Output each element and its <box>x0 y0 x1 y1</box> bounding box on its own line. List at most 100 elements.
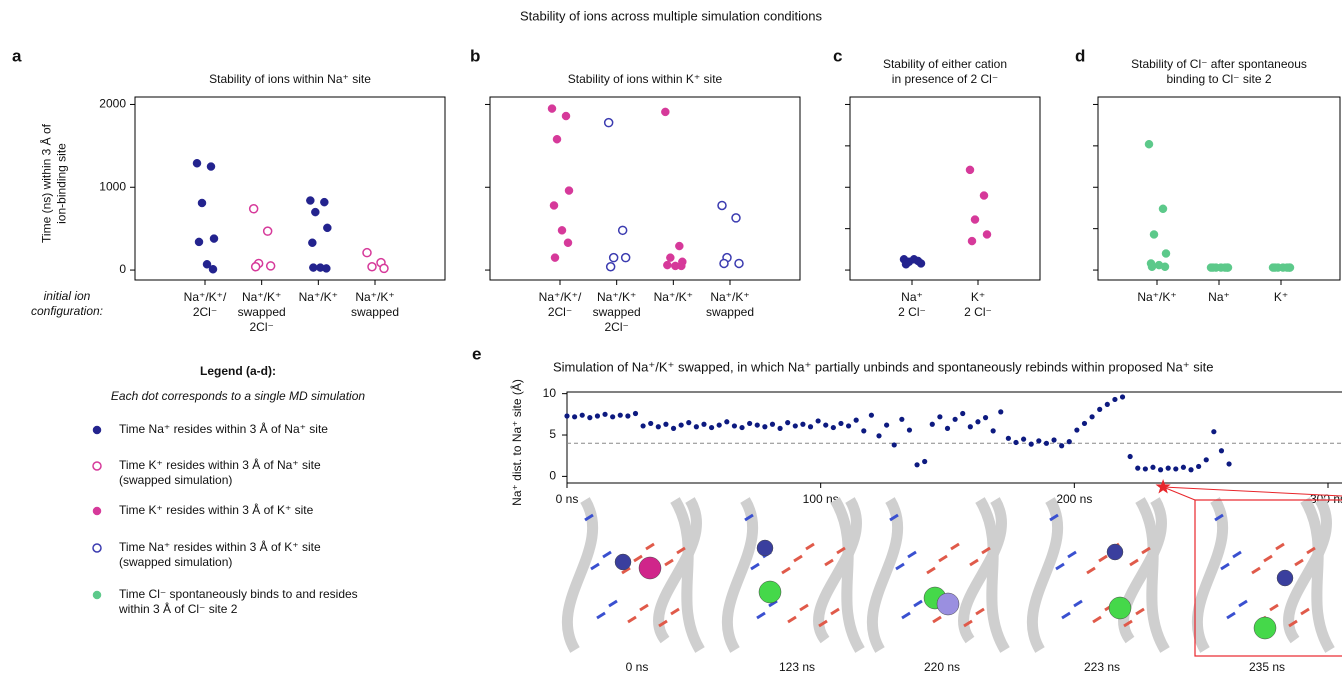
data-point <box>1270 263 1280 272</box>
side-chain <box>950 542 960 551</box>
side-chain <box>1288 619 1298 628</box>
data-point <box>262 226 273 236</box>
highlight-frame <box>1194 499 1342 657</box>
data-point <box>970 215 980 224</box>
data-point <box>608 252 619 263</box>
data-point <box>1036 438 1042 444</box>
x-tick-label: 200 ns <box>1056 492 1092 506</box>
plot-frame <box>489 96 801 281</box>
side-chain <box>1306 546 1316 555</box>
data-point <box>1149 230 1159 239</box>
legend-marker <box>92 425 102 435</box>
panel-letter: a <box>12 46 22 65</box>
panel-letter: b <box>470 46 480 65</box>
side-chain <box>799 603 809 612</box>
data-point <box>1066 439 1072 445</box>
snapshot-image <box>721 497 865 653</box>
snapshot-image <box>866 497 1010 653</box>
data-point <box>982 415 989 421</box>
data-point <box>194 237 204 247</box>
x-tick-label: Na⁺/K⁺ swapped <box>706 290 754 319</box>
ion <box>1276 569 1294 587</box>
data-point <box>861 428 867 434</box>
side-chain <box>895 562 905 571</box>
side-chain <box>836 546 846 555</box>
data-point <box>876 433 882 439</box>
legend-subtitle: Each dot corresponds to a single MD simu… <box>111 389 365 403</box>
data-point <box>967 236 977 246</box>
ion <box>1106 543 1124 561</box>
data-point <box>1081 420 1088 427</box>
data-point <box>1226 461 1232 467</box>
side-chain <box>1092 615 1102 624</box>
data-point <box>891 442 897 448</box>
data-point <box>899 416 905 422</box>
data-point <box>762 424 768 430</box>
data-point <box>693 424 699 430</box>
data-point <box>663 260 672 270</box>
data-point <box>916 259 926 268</box>
data-point <box>1051 437 1057 443</box>
data-point <box>868 412 875 418</box>
data-point <box>322 264 331 273</box>
side-chain <box>744 513 754 522</box>
side-chain <box>1049 513 1059 522</box>
ion <box>638 556 662 580</box>
data-point <box>564 186 574 195</box>
data-point <box>675 241 684 251</box>
data-point <box>1150 464 1156 470</box>
data-point <box>605 262 616 272</box>
data-point <box>1059 443 1065 449</box>
helix <box>721 497 759 653</box>
data-point <box>1119 394 1126 400</box>
data-point <box>602 411 608 417</box>
x-tick-label: Na⁺/K⁺ <box>654 290 693 304</box>
data-point <box>731 213 741 223</box>
data-point <box>929 421 935 427</box>
data-point <box>625 413 631 419</box>
side-chain <box>1269 603 1279 612</box>
legend-label: Time Na⁺ resides within 3 Å of Na⁺ site <box>119 421 328 436</box>
y-tick-label: 10 <box>543 386 557 400</box>
data-point <box>192 158 202 168</box>
data-point <box>708 424 715 431</box>
side-chain <box>1251 566 1261 575</box>
data-point <box>640 423 646 429</box>
side-chain <box>768 599 778 608</box>
y-axis-label: Na⁺ dist. to Na⁺ site (Å) <box>509 379 524 506</box>
y-tick-label: 2000 <box>99 97 126 111</box>
side-chain <box>1129 558 1139 567</box>
data-point <box>965 165 975 175</box>
legend-label: Time Cl⁻ spontaneously binds to and resi… <box>118 587 358 616</box>
side-chain <box>907 550 917 559</box>
config-label: initial ion configuration: <box>31 289 103 318</box>
data-point <box>1218 448 1225 454</box>
panel-title: Stability of ions within K⁺ site <box>568 72 723 86</box>
data-point <box>734 258 744 269</box>
side-chain <box>1086 566 1096 575</box>
data-point <box>960 410 966 417</box>
side-chain <box>963 619 973 628</box>
side-chain <box>1232 550 1242 559</box>
data-point <box>1284 263 1294 272</box>
x-tick-label: Na⁺/K⁺ <box>1137 290 1176 304</box>
legend-marker <box>92 506 102 516</box>
x-tick-label: Na⁺/K⁺ swapped <box>351 290 399 319</box>
side-chain <box>1141 546 1151 555</box>
panel-title: Simulation of Na⁺/K⁺ swapped, in which N… <box>553 359 1213 374</box>
data-point <box>747 420 753 427</box>
data-point <box>909 255 919 264</box>
side-chain <box>750 562 760 571</box>
plot-frame <box>1097 96 1341 281</box>
data-point <box>982 230 992 239</box>
side-chain <box>639 603 649 612</box>
legend-label: Time K⁺ resides within 3 Å of K⁺ site <box>119 502 314 517</box>
data-point <box>594 413 601 419</box>
data-point <box>563 238 573 247</box>
ion <box>1253 616 1277 640</box>
data-point <box>379 263 389 274</box>
side-chain <box>1275 542 1285 551</box>
legend-marker <box>92 461 102 471</box>
side-chain <box>645 542 655 551</box>
data-point <box>670 425 677 431</box>
